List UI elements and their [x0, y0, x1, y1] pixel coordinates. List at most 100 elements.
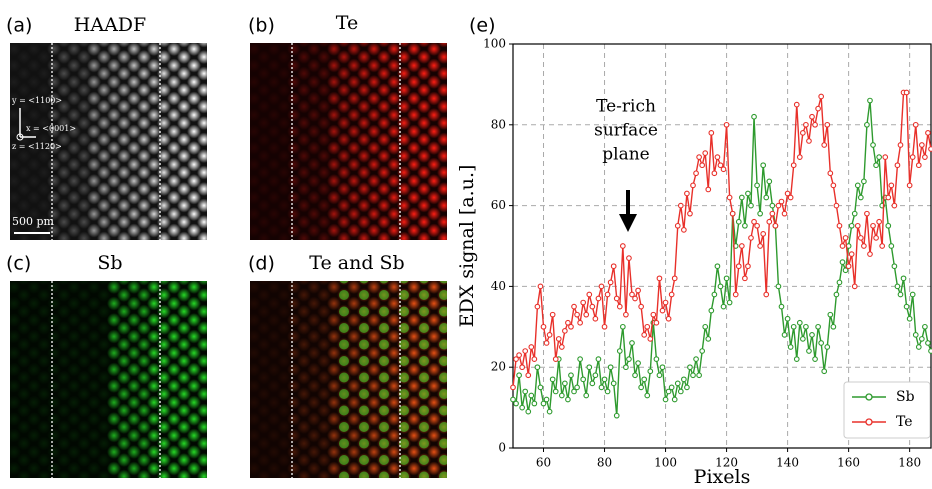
atom-column — [277, 215, 291, 229]
atom-column — [117, 370, 131, 385]
atom-column — [287, 461, 301, 476]
atom-column — [297, 83, 311, 97]
atom-column — [167, 428, 181, 443]
atom-column — [327, 190, 341, 205]
atom-column — [197, 198, 207, 213]
atom-column — [307, 190, 321, 205]
y-tick-label: 80 — [491, 117, 506, 131]
atom-column — [317, 387, 331, 401]
atom-column — [387, 379, 401, 393]
data-point — [510, 396, 516, 403]
atom-column — [427, 26, 441, 40]
atom-column — [257, 403, 271, 418]
micrograph — [10, 281, 207, 478]
atom-column — [197, 288, 207, 302]
atom-column — [187, 43, 201, 56]
atom-column — [127, 296, 141, 311]
atom-column — [87, 313, 101, 327]
atom-column — [399, 281, 409, 284]
atom-column — [137, 248, 151, 262]
atom-column — [250, 75, 261, 89]
atom-column — [167, 157, 181, 172]
atom-column — [127, 91, 141, 106]
atom-column — [287, 190, 301, 205]
data-point — [922, 323, 928, 330]
atom-column — [377, 231, 391, 240]
data-point — [796, 154, 803, 160]
atom-column — [307, 75, 321, 89]
atom-column — [147, 395, 161, 410]
atom-column — [387, 157, 401, 172]
atom-column — [187, 207, 201, 221]
data-point — [714, 154, 721, 160]
atom-column — [367, 428, 381, 443]
atom-column — [17, 215, 31, 229]
data-point — [638, 384, 644, 391]
atom-column — [257, 50, 271, 64]
atom-column — [399, 323, 409, 333]
atom-column — [17, 354, 31, 368]
atom-column — [97, 215, 111, 229]
data-point — [812, 356, 818, 362]
atom-column — [37, 354, 51, 368]
atom-column — [267, 91, 281, 106]
atom-column — [87, 346, 101, 360]
atom-column — [127, 461, 141, 476]
atom-column — [407, 346, 421, 360]
atom-column — [407, 58, 421, 73]
atom-column — [147, 43, 161, 56]
atom-column — [439, 455, 447, 465]
atom-column — [27, 91, 41, 106]
atom-column — [399, 290, 409, 300]
atom-column — [257, 132, 271, 147]
atom-column — [277, 321, 291, 335]
atom-column — [379, 471, 389, 478]
atom-column — [17, 165, 31, 180]
atom-column — [417, 231, 431, 240]
atom-column — [187, 124, 201, 139]
data-point — [632, 295, 638, 302]
atom-column — [137, 198, 151, 213]
data-point — [857, 235, 864, 241]
axis-dot — [16, 133, 24, 141]
atom-column — [187, 157, 201, 172]
atom-column — [197, 231, 207, 240]
data-point — [583, 392, 590, 399]
atom-column — [177, 182, 191, 196]
atom-column — [97, 387, 111, 401]
atom-column — [287, 395, 301, 410]
data-point — [848, 251, 855, 257]
data-point — [601, 323, 608, 330]
atom-column — [339, 455, 349, 465]
atom-column — [167, 362, 181, 377]
data-point — [540, 400, 547, 407]
atom-column — [187, 190, 201, 205]
data-point — [549, 311, 556, 318]
atom-column — [197, 420, 207, 434]
atom-column — [77, 83, 91, 97]
data-point — [693, 170, 699, 177]
atom-column — [67, 428, 81, 443]
atom-column — [347, 108, 361, 122]
panel-label: (b) — [248, 15, 275, 37]
legend-swatch-marker — [865, 418, 873, 426]
atom-column — [87, 379, 101, 393]
atom-column — [359, 306, 369, 317]
data-point — [888, 182, 895, 189]
atom-column — [257, 116, 271, 130]
atom-column — [177, 420, 191, 434]
atom-column — [127, 75, 141, 89]
atom-column — [137, 420, 151, 434]
data-point — [879, 243, 886, 249]
atom-column — [177, 469, 191, 478]
data-point — [537, 384, 544, 391]
atom-column — [250, 395, 261, 410]
atom-column — [17, 182, 31, 196]
atom-column — [277, 469, 291, 478]
data-point — [598, 283, 605, 290]
atom-column — [277, 420, 291, 434]
data-point — [839, 259, 846, 266]
atom-column — [197, 354, 207, 368]
atom-column — [187, 296, 201, 311]
atom-column — [137, 165, 151, 180]
